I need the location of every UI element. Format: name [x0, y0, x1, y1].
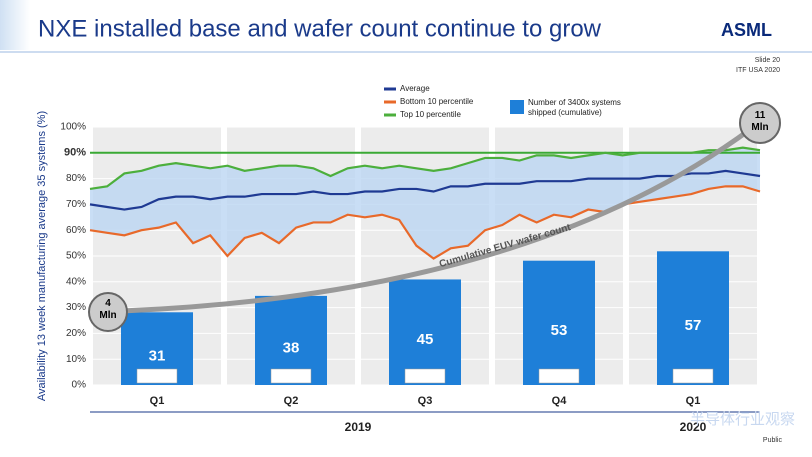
- x-tick-label: Q3: [418, 395, 433, 407]
- wafer-curve: [91, 125, 754, 315]
- end-label: 11 Mln: [751, 110, 769, 133]
- bar-inset: [538, 368, 580, 384]
- year-label: 2020: [680, 420, 707, 434]
- y-tick-label: 90%: [64, 147, 86, 159]
- end-badge: [739, 102, 781, 144]
- bar-label: 31: [149, 348, 166, 365]
- year-label: 2019: [345, 420, 372, 434]
- band-area: [90, 147, 760, 259]
- bar-label: 53: [551, 322, 568, 339]
- y-tick-label: 60%: [66, 225, 86, 236]
- y-tick-label: 0%: [72, 380, 87, 391]
- y-tick-label: 50%: [66, 251, 86, 262]
- bar-inset: [136, 368, 178, 384]
- y-tick-label: 70%: [66, 199, 86, 210]
- legend-swatch: [510, 100, 524, 114]
- bar-inset: [270, 368, 312, 384]
- bar-label: 45: [417, 331, 434, 348]
- bar: [657, 251, 729, 385]
- bar-label: 57: [685, 317, 702, 334]
- y-axis-label: Availability 13 week manufacturing avera…: [36, 111, 48, 401]
- header-stripe: [0, 0, 30, 50]
- classification: Public: [763, 437, 783, 444]
- legend-label-box: Number of 3400x systems shipped (cumulat…: [528, 98, 621, 117]
- y-tick-label: 10%: [66, 354, 86, 365]
- slide-number: Slide 20: [755, 57, 780, 64]
- series-line: [89, 146, 761, 191]
- end-label-box: 11 Mln: [751, 110, 769, 133]
- x-tick-label: Q4: [552, 395, 568, 407]
- start-badge: [88, 292, 128, 332]
- bar: [389, 279, 461, 385]
- y-tick-label: 20%: [66, 328, 86, 339]
- title: NXE installed base and wafer count conti…: [38, 15, 602, 42]
- y-tick-label: 30%: [66, 302, 86, 313]
- y-tick-label: 40%: [66, 276, 86, 287]
- x-tick-label: Q2: [284, 395, 299, 407]
- bar-inset: [672, 368, 714, 384]
- event: ITF USA 2020: [736, 67, 780, 74]
- legend-label: Top 10 percentile: [400, 110, 461, 119]
- start-label-box: 4 Mln: [99, 298, 117, 321]
- watermark: 半导体行业观察: [690, 410, 795, 428]
- legend-label: Average: [400, 84, 430, 93]
- legend-label: Number of 3400x systems shipped (cumulat…: [528, 98, 621, 117]
- bar-label: 38: [283, 339, 300, 356]
- y-tick-label: 80%: [66, 173, 86, 184]
- x-tick-label: Q1: [150, 395, 165, 407]
- series-line: [89, 185, 761, 260]
- logo: ASML: [721, 20, 772, 40]
- start-label: 4 Mln: [99, 298, 117, 321]
- y-tick-label: 100%: [60, 122, 86, 133]
- plot: 0% 10% 20% 30% 40% 50% 60% 70% 80% 90% 100% 31 Q1 38 Q…: [60, 84, 761, 434]
- bar: [523, 260, 595, 385]
- bar-inset: [404, 368, 446, 384]
- series-line: [89, 169, 761, 211]
- x-tick-label: Q1: [686, 395, 701, 407]
- legend-label: Bottom 10 percentile: [400, 97, 474, 106]
